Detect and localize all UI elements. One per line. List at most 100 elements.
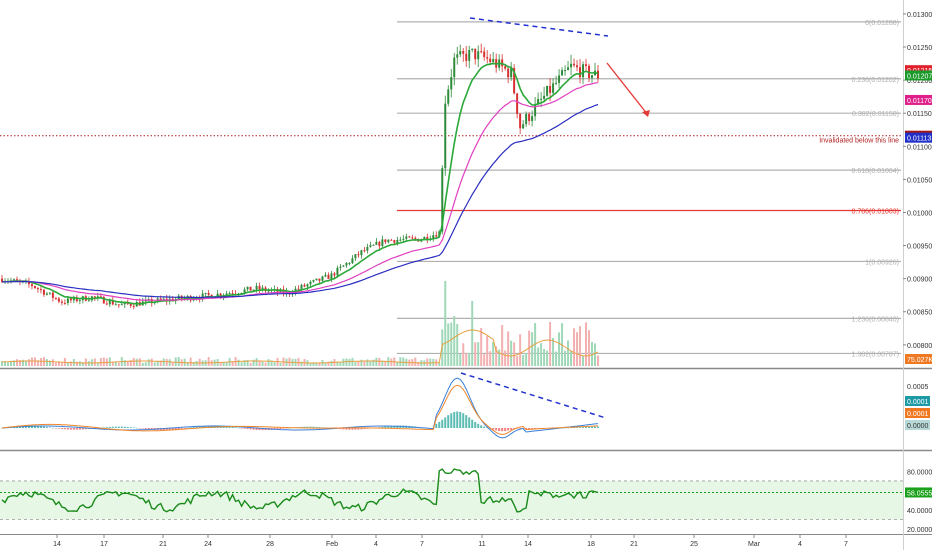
volume-bar bbox=[66, 362, 69, 366]
volume-bar bbox=[102, 357, 105, 366]
price-tick-label: 0.00900 bbox=[907, 277, 932, 284]
candle-body bbox=[252, 289, 255, 291]
volume-bar bbox=[114, 361, 117, 366]
volume-bar bbox=[279, 362, 282, 366]
candle-body bbox=[525, 114, 528, 125]
volume-bar bbox=[429, 358, 432, 366]
candle-body bbox=[315, 278, 318, 281]
macd-hist-bar bbox=[486, 427, 489, 429]
candle-body bbox=[516, 93, 519, 114]
candle-body bbox=[342, 265, 345, 267]
macd-hist-bar bbox=[348, 428, 351, 430]
time-tick-label: 14 bbox=[53, 541, 61, 548]
macd-hist-bar bbox=[390, 425, 393, 428]
volume-bar bbox=[390, 358, 393, 366]
price-tick-label: 0.01200 bbox=[907, 78, 932, 85]
candle-body bbox=[399, 239, 402, 241]
candle-body bbox=[471, 48, 474, 51]
candle-body bbox=[576, 65, 579, 68]
volume-bar bbox=[186, 362, 189, 366]
macd-hist-bar bbox=[384, 426, 387, 428]
candle-body bbox=[540, 98, 543, 100]
candle-body bbox=[327, 274, 330, 279]
macd-hist-bar bbox=[105, 427, 108, 428]
macd-hist-bar bbox=[279, 428, 282, 430]
volume-bar bbox=[567, 340, 570, 366]
volume-bar bbox=[222, 361, 225, 366]
macd-hist-bar bbox=[66, 428, 69, 430]
volume-bar bbox=[552, 337, 555, 366]
candle-body bbox=[555, 82, 558, 84]
volume-bar bbox=[138, 358, 141, 366]
candle-body bbox=[78, 300, 81, 302]
macd-hist-bar bbox=[276, 428, 279, 430]
volume-bar bbox=[141, 362, 144, 366]
candle-body bbox=[387, 239, 390, 243]
macd-hist-bar bbox=[51, 427, 54, 429]
price-badge-label: 0.01170 bbox=[907, 98, 932, 105]
time-tick-label: Mar bbox=[748, 541, 761, 548]
candle-body bbox=[366, 246, 369, 251]
candle-body bbox=[261, 287, 264, 290]
volume-bar bbox=[156, 361, 159, 366]
macd-hist-bar bbox=[240, 428, 243, 429]
candle-body bbox=[372, 244, 375, 246]
macd-hist-bar bbox=[309, 426, 312, 428]
volume-bar bbox=[123, 360, 126, 366]
macd-hist-bar bbox=[354, 428, 357, 430]
volume-bar bbox=[372, 359, 375, 366]
volume-bar bbox=[261, 361, 264, 366]
macd-hist-bar bbox=[534, 428, 537, 429]
candle-body bbox=[324, 274, 327, 277]
volume-bar bbox=[573, 328, 576, 366]
macd-hist-bar bbox=[285, 428, 288, 429]
candle-body bbox=[96, 296, 99, 298]
volume-bar bbox=[570, 350, 573, 366]
macd-hist-bar bbox=[462, 413, 465, 428]
volume-bar bbox=[399, 357, 402, 366]
macd-hist-bar bbox=[81, 428, 84, 430]
volume-bar bbox=[246, 359, 249, 366]
candle-body bbox=[393, 240, 396, 243]
macd-hist-bar bbox=[567, 427, 570, 429]
macd-hist-bar bbox=[312, 426, 315, 428]
candle-body bbox=[30, 284, 33, 287]
macd-hist-bar bbox=[303, 426, 306, 428]
macd-hist-bar bbox=[69, 428, 72, 430]
time-tick-label: 25 bbox=[690, 541, 698, 548]
volume-bar bbox=[51, 359, 54, 366]
time-tick-label: 24 bbox=[204, 541, 212, 548]
candle-body bbox=[282, 289, 285, 294]
candle-body bbox=[231, 293, 234, 295]
candle-body bbox=[561, 70, 564, 76]
macd-hist-bar bbox=[483, 426, 486, 428]
candle-body bbox=[537, 98, 540, 105]
volume-bar bbox=[39, 358, 42, 366]
candle-body bbox=[300, 284, 303, 289]
volume-bar bbox=[327, 361, 330, 366]
volume-bar bbox=[360, 359, 363, 366]
macd-hist-bar bbox=[243, 428, 246, 429]
volume-bar bbox=[300, 361, 303, 366]
candle-body bbox=[459, 51, 462, 55]
candle-body bbox=[483, 51, 486, 58]
volume-bar bbox=[192, 362, 195, 366]
macd-hist-bar bbox=[318, 427, 321, 428]
candle-body bbox=[582, 64, 585, 78]
macd-hist-bar bbox=[594, 426, 597, 428]
volume-bar bbox=[18, 359, 21, 366]
volume-bar bbox=[384, 360, 387, 366]
volume-bar bbox=[153, 362, 156, 366]
macd-hist-bar bbox=[357, 428, 360, 430]
price-badge-label: 0.01113 bbox=[907, 136, 931, 143]
macd-hist-bar bbox=[345, 428, 348, 430]
volume-bar bbox=[489, 351, 492, 366]
volume-bar bbox=[525, 352, 528, 366]
candle-body bbox=[42, 289, 45, 295]
macd-hist-bar bbox=[123, 426, 126, 428]
candle-body bbox=[249, 286, 252, 291]
macd-hist-bar bbox=[450, 413, 453, 428]
candle-body bbox=[501, 59, 504, 67]
volume-bar bbox=[177, 357, 180, 366]
candle-body bbox=[102, 296, 105, 304]
